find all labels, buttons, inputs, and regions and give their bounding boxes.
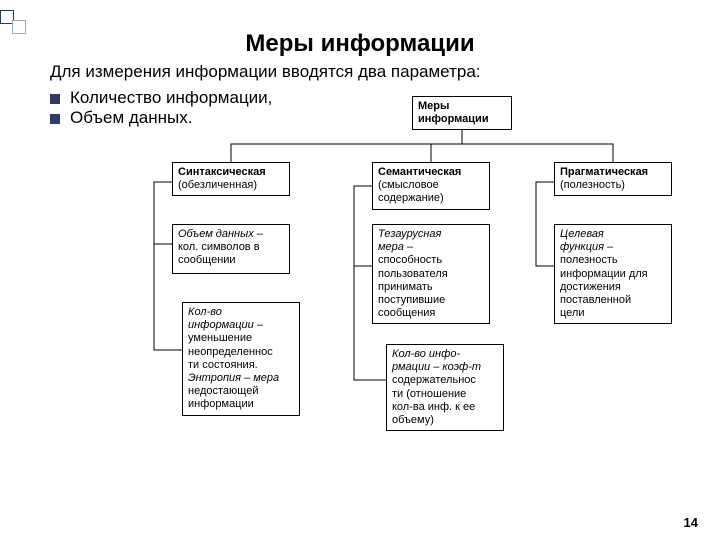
node-line: ти состояния.: [188, 359, 294, 372]
node-line: информации –: [188, 319, 294, 332]
node-line: содержательнос: [392, 374, 498, 387]
edge: [154, 182, 172, 244]
node-line: кол. символов в: [178, 241, 284, 254]
node-sem1: Тезауруснаямера –способностьпользователя…: [372, 224, 490, 324]
node-line: уменьшение: [188, 332, 294, 345]
node-line: Меры: [418, 100, 506, 113]
node-line: (обезличенная): [178, 179, 284, 192]
node-line: Прагматическая: [560, 166, 666, 179]
node-line: поставленной: [560, 294, 666, 307]
intro-text: Для измерения информации вводятся два па…: [50, 62, 481, 82]
node-line: объему): [392, 414, 498, 427]
edge: [536, 182, 554, 266]
node-sem: Семантическая(смысловоесодержание): [372, 162, 490, 210]
node-line: поступившие: [378, 294, 484, 307]
node-line: содержание): [378, 192, 484, 205]
bullet-item: Количество информации,: [50, 88, 272, 108]
node-root: Мерыинформации: [412, 96, 512, 130]
node-line: сообщения: [378, 307, 484, 320]
bullet-marker-icon: [50, 94, 60, 104]
node-line: способность: [378, 254, 484, 267]
node-line: кол-ва инф. к ее: [392, 401, 498, 414]
node-line: принимать: [378, 281, 484, 294]
node-line: (полезность): [560, 179, 666, 192]
bullet-item: Объем данных.: [50, 108, 272, 128]
node-line: ти (отношение: [392, 388, 498, 401]
node-prag1: Целеваяфункция –полезностьинформации для…: [554, 224, 672, 324]
node-line: рмации – коэф-т: [392, 361, 498, 374]
page-number: 14: [684, 515, 698, 530]
node-line: Объем данных –: [178, 228, 284, 241]
node-line: Энтропия – мера: [188, 372, 294, 385]
node-line: Семантическая: [378, 166, 484, 179]
node-line: недостающей: [188, 385, 294, 398]
node-line: Целевая: [560, 228, 666, 241]
node-line: Синтаксическая: [178, 166, 284, 179]
node-sem2: Кол-во инфо-рмации – коэф-тсодержательно…: [386, 344, 504, 431]
page-title: Меры информации: [0, 30, 720, 58]
node-line: информации: [188, 398, 294, 411]
node-line: неопределеннос: [188, 346, 294, 359]
bullet-label: Объем данных.: [70, 108, 192, 128]
node-line: цели: [560, 307, 666, 320]
node-line: функция –: [560, 241, 666, 254]
node-line: информации для: [560, 268, 666, 281]
node-line: мера –: [378, 241, 484, 254]
node-line: Тезаурусная: [378, 228, 484, 241]
node-line: полезность: [560, 254, 666, 267]
node-line: информации: [418, 113, 506, 126]
node-line: сообщении: [178, 254, 284, 267]
node-line: достижения: [560, 281, 666, 294]
node-syn2: Кол-воинформации –уменьшениенеопределенн…: [182, 302, 300, 416]
node-line: пользователя: [378, 268, 484, 281]
bullet-label: Количество информации,: [70, 88, 272, 108]
node-prag: Прагматическая(полезность): [554, 162, 672, 196]
node-syn: Синтаксическая(обезличенная): [172, 162, 290, 196]
bullet-list: Количество информации,Объем данных.: [50, 88, 272, 128]
edge: [231, 144, 613, 162]
node-line: Кол-во инфо-: [392, 348, 498, 361]
node-line: (смысловое: [378, 179, 484, 192]
node-syn1: Объем данных –кол. символов всообщении: [172, 224, 290, 274]
node-line: Кол-во: [188, 306, 294, 319]
bullet-marker-icon: [50, 114, 60, 124]
edge: [354, 186, 372, 266]
